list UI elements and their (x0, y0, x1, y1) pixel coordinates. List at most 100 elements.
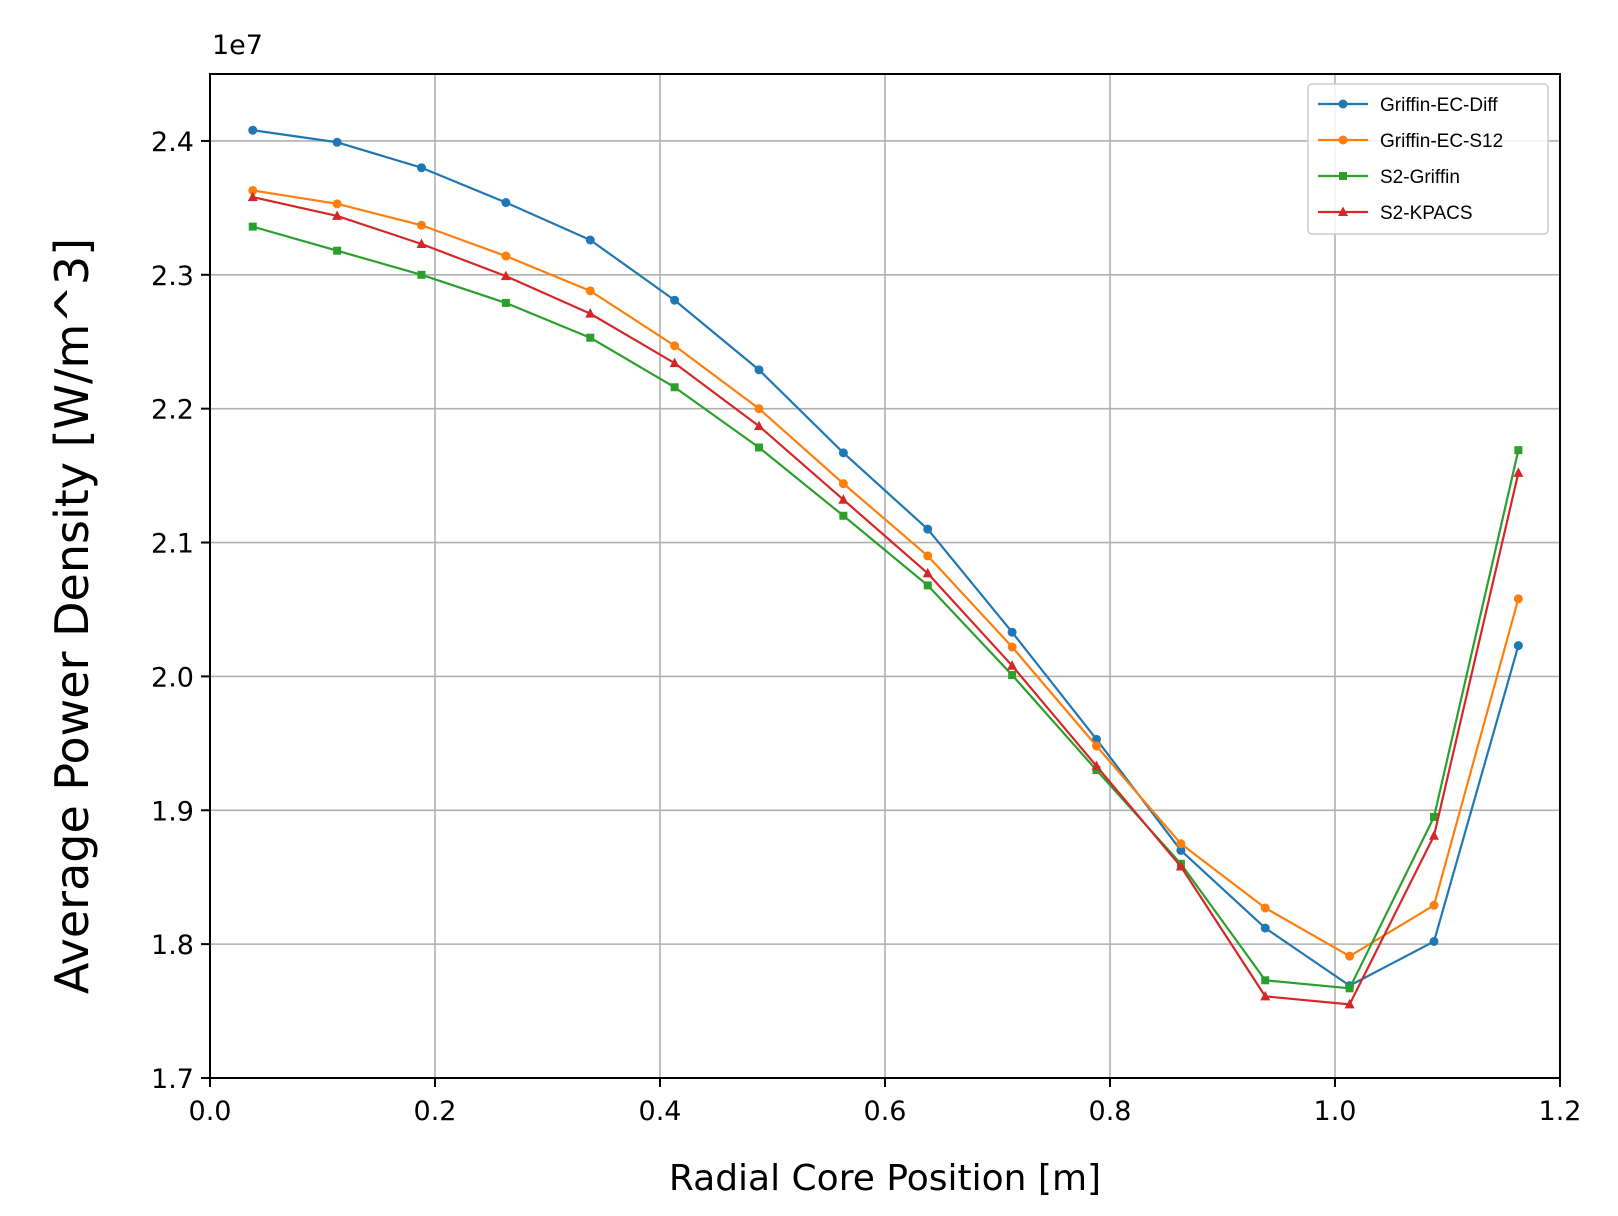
legend-item: Griffin-EC-S12 (1318, 131, 1503, 152)
legend-item: S2-Griffin (1318, 167, 1460, 188)
legend: Griffin-EC-Diff Griffin-EC-S12 S2-Griffin S… (1307, 83, 1549, 235)
data-point (1007, 642, 1017, 652)
legend-label: Griffin-EC-Diff (1380, 95, 1498, 116)
legend-box (1307, 83, 1549, 235)
data-point (417, 163, 426, 173)
data-point (755, 443, 763, 452)
legend-marker (1338, 99, 1348, 109)
legend-marker (1338, 135, 1348, 145)
x-axis-label: Radial Core Position [m] (669, 1158, 1101, 1199)
data-point (839, 511, 848, 520)
data-point (501, 251, 511, 261)
data-point (248, 125, 258, 135)
y-tick-label: 2.1 (151, 529, 194, 560)
data-point (838, 479, 848, 489)
data-point (754, 420, 764, 431)
x-tick-label: 0.4 (639, 1096, 682, 1127)
data-point (838, 448, 848, 458)
data-point (1514, 446, 1523, 455)
data-point (1513, 641, 1523, 651)
data-point (1092, 766, 1101, 775)
x-tick-label: 0.6 (864, 1096, 907, 1127)
legend-label: S2-Griffin (1380, 167, 1460, 188)
data-point (248, 222, 257, 231)
y-tick-label: 2.4 (151, 127, 194, 158)
data-point (1007, 660, 1018, 670)
series-s2-kpacs (247, 191, 1524, 1009)
data-point (923, 581, 932, 590)
data-point (1091, 760, 1102, 771)
data-point (1429, 936, 1439, 946)
data-point (585, 308, 596, 318)
legend-marker (1339, 172, 1347, 180)
x-tick-label: 1.0 (1314, 1096, 1357, 1127)
data-point (838, 494, 849, 504)
data-point (501, 298, 510, 307)
data-point (1260, 923, 1270, 933)
data-point (1344, 998, 1355, 1009)
y-tick-label: 1.8 (151, 930, 194, 961)
data-point (1176, 845, 1186, 855)
data-point (670, 341, 680, 351)
data-point (417, 220, 426, 230)
data-point (923, 551, 933, 561)
data-point (332, 137, 342, 147)
data-point (754, 404, 764, 414)
data-point (248, 185, 258, 195)
data-point (500, 270, 511, 281)
data-point (1513, 467, 1524, 477)
data-point (332, 210, 343, 220)
data-point (1261, 976, 1270, 985)
data-point (754, 365, 764, 375)
data-point (1092, 734, 1101, 744)
data-point (1429, 900, 1439, 910)
series-group (247, 125, 1524, 1009)
y-axis-offset-label: 1e7 (212, 30, 263, 61)
data-point (585, 286, 595, 296)
series-griffin-ec-diff (248, 125, 1523, 991)
data-point (1260, 990, 1271, 1001)
series-line (252, 225, 1520, 990)
y-tick-label: 2.2 (151, 395, 194, 426)
legend-item: Griffin-EC-Diff (1318, 95, 1498, 116)
data-point (923, 524, 933, 534)
data-point (1429, 830, 1439, 840)
legend-item: S2-KPACS (1318, 203, 1473, 224)
y-axis-label: Average Power Density [W/m^3] (45, 238, 99, 994)
legend-label: Griffin-EC-S12 (1380, 131, 1503, 152)
y-tick-label: 1.9 (151, 796, 194, 827)
data-point (670, 295, 680, 305)
series-line (252, 196, 1520, 1006)
data-point (1007, 627, 1017, 637)
legend-label: S2-KPACS (1380, 203, 1473, 224)
legend-marker (1338, 206, 1348, 216)
data-point (416, 238, 427, 249)
data-point (922, 567, 933, 578)
axes: 0.0 0.2 0.4 0.6 0.8 1.0 1.2 1.7 1.8 1.9 2.0 2.1 2.2 2… (151, 127, 1581, 1127)
y-tick-label: 2.0 (151, 662, 194, 693)
data-point (501, 198, 511, 208)
data-point (1513, 594, 1523, 604)
data-point (1260, 903, 1270, 913)
data-point (1345, 951, 1355, 961)
x-tick-label: 0.0 (189, 1096, 232, 1127)
x-tick-label: 0.2 (414, 1096, 457, 1127)
x-tick-label: 1.2 (1539, 1096, 1582, 1127)
data-point (586, 333, 595, 342)
data-point (332, 199, 342, 209)
data-point (247, 191, 258, 202)
x-tick-label: 0.8 (1089, 1096, 1132, 1127)
series-griffin-ec-s12 (248, 185, 1523, 961)
data-point (670, 383, 679, 392)
series-line (252, 129, 1520, 987)
data-point (1430, 812, 1438, 821)
data-point (333, 246, 342, 255)
data-point (417, 270, 426, 279)
series-line (252, 189, 1520, 958)
data-point (1176, 839, 1186, 849)
data-point (1008, 671, 1017, 680)
data-point (1175, 860, 1186, 871)
data-point (585, 235, 595, 245)
data-point (669, 357, 680, 368)
